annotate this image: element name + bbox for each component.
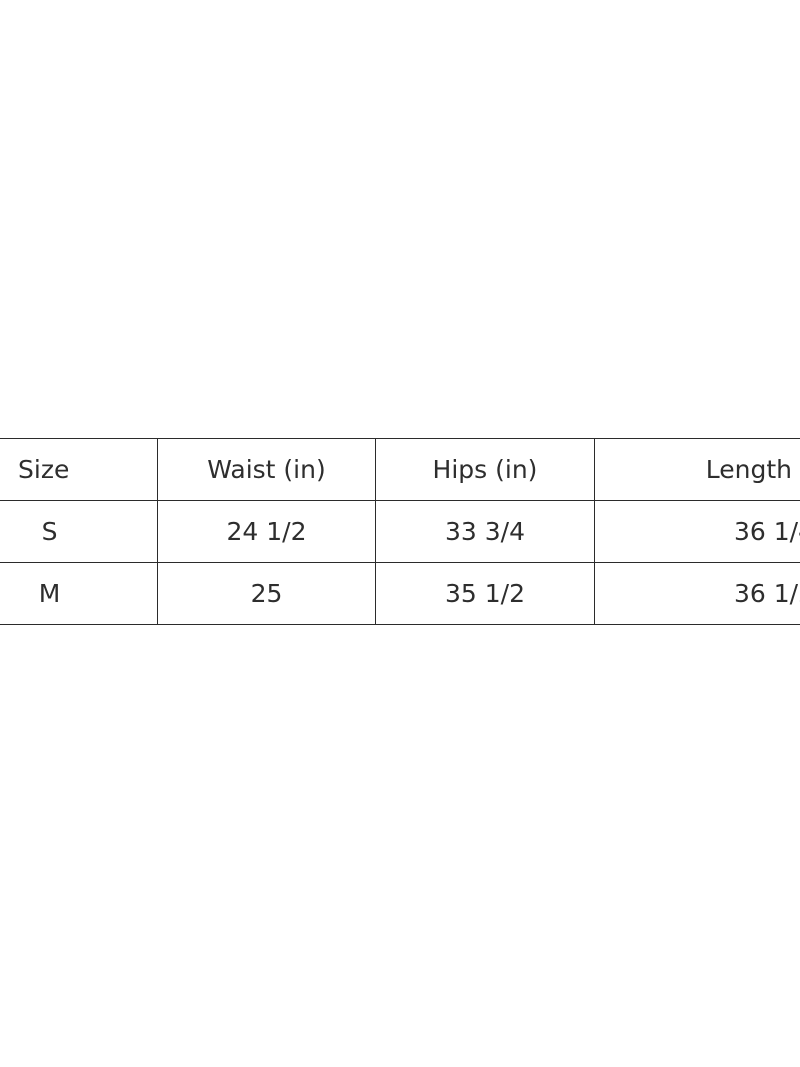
cell-size: M [0, 562, 158, 625]
size-chart-header: Size Waist (in) Hips (in) Length (in) [0, 438, 800, 501]
cell-length: 36 1/2 [594, 562, 800, 625]
size-chart-table: Size Waist (in) Hips (in) Length (in) S … [0, 438, 800, 625]
column-header-hips: Hips (in) [375, 438, 595, 501]
column-header-waist: Waist (in) [157, 438, 376, 501]
cell-size: S [0, 500, 158, 563]
size-chart-wrapper: Size Waist (in) Hips (in) Length (in) S … [0, 438, 800, 625]
table-row: M 25 35 1/2 36 1/2 [0, 562, 800, 625]
column-header-size: Size [0, 438, 158, 501]
column-header-length: Length (in) [594, 438, 800, 501]
table-row: S 24 1/2 33 3/4 36 1/4 [0, 500, 800, 563]
cell-hips: 35 1/2 [375, 562, 595, 625]
size-chart-body: S 24 1/2 33 3/4 36 1/4 M 25 35 1/2 36 1/… [0, 500, 800, 625]
cell-waist: 25 [157, 562, 376, 625]
cell-hips: 33 3/4 [375, 500, 595, 563]
table-header-row: Size Waist (in) Hips (in) Length (in) [0, 438, 800, 501]
cell-waist: 24 1/2 [157, 500, 376, 563]
cell-length: 36 1/4 [594, 500, 800, 563]
